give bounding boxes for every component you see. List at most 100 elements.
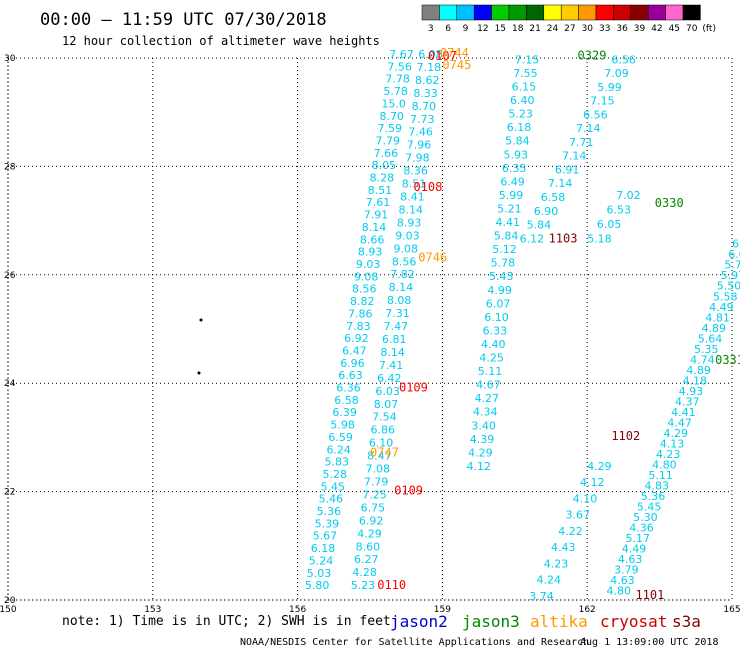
swh-value-label: 8.36 <box>403 165 428 178</box>
swh-value-label: 4.49 <box>622 543 647 556</box>
swh-value-label: 6.40 <box>510 94 535 107</box>
pass-time-label: 0110 <box>377 578 406 592</box>
swh-value-label: 5.80 <box>305 579 330 592</box>
pass-time-label: 0331 <box>715 353 740 367</box>
swh-value-label: 3.40 <box>471 419 496 432</box>
swh-value-label: 7.56 <box>387 60 412 73</box>
swh-value-label: 6.10 <box>484 311 509 324</box>
swh-value-label: 7.67 <box>389 48 414 61</box>
swh-value-label: 8.14 <box>389 281 414 294</box>
swh-value-label: 6.96 <box>340 357 365 370</box>
legend-item-jason3: jason3 <box>462 612 520 631</box>
swh-value-label: 5.36 <box>641 490 666 503</box>
swh-value-label: 5.78 <box>383 85 408 98</box>
swh-value-label: 6.86 <box>370 424 395 437</box>
swh-value-label: 6.47 <box>342 344 367 357</box>
colorbar-swatch <box>439 4 458 21</box>
swh-value-label: 7.55 <box>513 67 538 80</box>
swh-value-label: 6.39 <box>332 406 357 419</box>
colorbar-swatch <box>682 4 701 21</box>
swh-value-label: 5.21 <box>497 202 522 215</box>
colorbar-label: 30 <box>582 24 594 34</box>
swh-value-label: 4.41 <box>495 216 520 229</box>
swh-value-label: 4.22 <box>558 525 583 538</box>
swh-value-label: 5.78 <box>491 257 515 270</box>
swh-value-label: 6.92 <box>344 332 369 345</box>
swh-value-label: 6.12 <box>520 232 545 245</box>
y-tick-label: 20 <box>4 596 16 606</box>
swh-value-label: 4.34 <box>473 406 498 419</box>
swh-value-label: 4.39 <box>470 433 495 446</box>
swh-value-label: 6.10 <box>369 437 394 450</box>
colorbar-label: 70 <box>686 24 698 34</box>
swh-value-label: 7.86 <box>348 307 373 320</box>
x-tick-label: 165 <box>723 605 740 615</box>
swh-value-label: 7.82 <box>390 268 415 281</box>
island-marker <box>197 371 201 375</box>
colorbar-swatch <box>595 4 614 21</box>
swh-value-label: 15.0 <box>381 97 406 110</box>
swh-value-label: 8.47 <box>367 450 392 463</box>
swh-value-label: 7.78 <box>385 73 410 86</box>
swh-value-label: 8.28 <box>370 172 395 185</box>
swh-value-label: 5.18 <box>587 232 612 245</box>
swh-value-label: 4.80 <box>607 585 632 598</box>
swh-value-label: 6.27 <box>354 553 379 566</box>
swh-value-label: 7.46 <box>408 126 433 139</box>
swh-value-label: 5.98 <box>330 419 355 432</box>
swh-value-label: 4.93 <box>679 385 704 398</box>
swh-value-label: 5.97 <box>721 269 740 282</box>
legend-item-jason2: jason2 <box>390 612 448 631</box>
colorbar-label: 27 <box>564 24 575 34</box>
swh-value-label: 6.75 <box>361 501 386 514</box>
y-tick-label: 22 <box>4 488 15 498</box>
colorbar-swatch <box>613 4 632 21</box>
swh-value-label: 7.14 <box>576 122 601 135</box>
swh-value-label: 5.43 <box>489 270 513 283</box>
swh-value-label: 7.14 <box>562 150 587 163</box>
swh-value-label: 5.03 <box>307 567 332 580</box>
swh-value-label: 8.33 <box>413 87 438 100</box>
swh-value-label: 5.12 <box>492 243 516 256</box>
swh-value-label: 6.56 <box>611 53 636 66</box>
swh-value-label: 4.25 <box>479 352 504 365</box>
pass-time-label: 0109 <box>399 380 428 394</box>
swh-value-label: 8.51 <box>368 184 393 197</box>
swh-value-label: 8.08 <box>387 294 412 307</box>
colorbar-label: 42 <box>651 24 662 34</box>
pass-time-label: 1103 <box>549 231 578 245</box>
swh-value-label: 9.03 <box>356 258 381 271</box>
pass-time-label: 0747 <box>370 445 399 459</box>
swh-value-label: 7.18 <box>417 61 442 74</box>
swh-value-label: 4.29 <box>587 460 612 473</box>
swh-value-label: 4.40 <box>481 338 506 351</box>
swh-value-label: 6.91 <box>555 163 580 176</box>
swh-value-label: 6.58 <box>334 394 359 407</box>
y-tick-label: 24 <box>4 379 16 389</box>
swh-value-label: 4.63 <box>618 553 643 566</box>
swh-value-label: 5.24 <box>309 554 334 567</box>
swh-value-label: 5.11 <box>478 365 503 378</box>
swh-value-label: 7.08 <box>366 463 391 476</box>
swh-value-label: 7.91 <box>364 209 389 222</box>
swh-value-label: 7.79 <box>364 476 389 489</box>
swh-value-label: 4.47 <box>667 416 692 429</box>
swh-value-label: 6.49 <box>500 175 525 188</box>
x-tick-label: 162 <box>579 605 596 615</box>
swh-value-label: 5.83 <box>324 456 349 469</box>
swh-value-label: 6.18 <box>311 542 336 555</box>
pass-time-label: 0107 <box>428 49 457 63</box>
swh-value-label: 4.36 <box>629 522 654 535</box>
swh-value-label: 8.66 <box>360 233 385 246</box>
swh-value-label: 5.23 <box>508 108 533 121</box>
swh-value-label: 4.28 <box>352 566 377 579</box>
pass-time-label: 0108 <box>413 180 442 194</box>
swh-value-label: 5.45 <box>321 480 346 493</box>
swh-value-label: 4.43 <box>551 541 576 554</box>
swh-value-label: 6.36 <box>336 382 361 395</box>
swh-value-label: 6.92 <box>359 514 384 527</box>
colorbar-swatch <box>421 4 440 21</box>
swh-value-label: 5.23 <box>351 579 376 592</box>
y-tick-label: 26 <box>4 271 16 281</box>
